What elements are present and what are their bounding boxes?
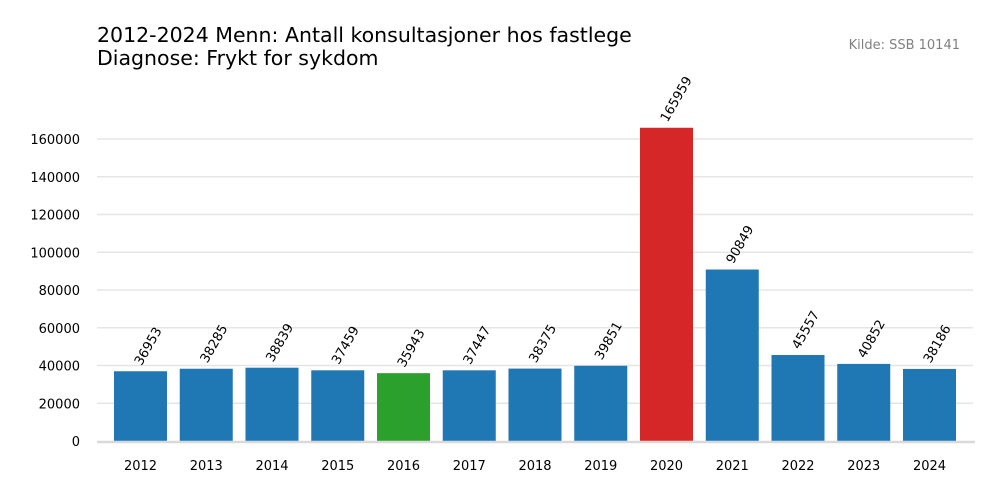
bar-2015 — [311, 370, 365, 441]
bar-2018 — [508, 368, 562, 441]
data-label-2020: 165959 — [658, 74, 696, 124]
chart-title-line-2: Diagnose: Frykt for sykdom — [97, 46, 379, 70]
x-tick-label-2016: 2016 — [387, 459, 420, 474]
y-tick-label: 20000 — [39, 397, 80, 412]
bar-2019 — [574, 365, 628, 441]
data-label-2021: 90849 — [724, 223, 758, 266]
y-tick-label: 140000 — [30, 171, 80, 186]
data-label-2012: 36953 — [132, 325, 166, 368]
data-label-2022: 45557 — [789, 309, 823, 352]
y-tick-label: 120000 — [30, 209, 80, 224]
data-label-2017: 37447 — [461, 324, 495, 367]
bar-2022 — [771, 355, 825, 441]
data-label-2024: 38186 — [921, 323, 955, 366]
x-tick-label-2021: 2021 — [716, 459, 749, 474]
x-tick-label-2014: 2014 — [255, 459, 288, 474]
x-tick-label-2017: 2017 — [453, 459, 486, 474]
source-label: Kilde: SSB 10141 — [848, 38, 960, 53]
data-label-2013: 38285 — [198, 322, 232, 365]
data-label-2019: 39851 — [592, 319, 626, 362]
bar-2024 — [903, 368, 956, 441]
y-tick-label: 60000 — [39, 322, 80, 337]
y-tick-label: 100000 — [30, 246, 80, 261]
data-label-2015: 37459 — [329, 324, 363, 367]
x-tick-label-2012: 2012 — [124, 459, 157, 474]
bar-2021 — [705, 269, 759, 441]
y-tick-label: 80000 — [39, 284, 80, 299]
bar-2020 — [640, 127, 693, 442]
x-tick-label-2015: 2015 — [321, 459, 354, 474]
bar-2023 — [837, 363, 891, 441]
y-tick-label: 40000 — [39, 360, 80, 375]
x-tick-label-2018: 2018 — [518, 459, 551, 474]
bar-2012 — [114, 371, 167, 441]
x-tick-label-2020: 2020 — [650, 459, 683, 474]
x-tick-label-2022: 2022 — [781, 459, 814, 474]
bar-2013 — [179, 368, 233, 441]
chart-title: 2012-2024 Menn: Antall konsultasjoner ho… — [97, 24, 632, 70]
data-label-2023: 40852 — [855, 318, 889, 361]
chart-title-line-1: 2012-2024 Menn: Antall konsultasjoner ho… — [97, 23, 632, 47]
x-tick-label-2013: 2013 — [190, 459, 223, 474]
bar-2016 — [377, 373, 430, 441]
x-tick-label-2024: 2024 — [913, 459, 946, 474]
data-label-2018: 38375 — [526, 322, 560, 365]
x-tick-label-2019: 2019 — [584, 459, 617, 474]
data-label-2016: 35943 — [395, 327, 429, 370]
bar-2014 — [245, 367, 299, 441]
y-tick-label: 160000 — [30, 133, 80, 148]
bar-2017 — [442, 370, 496, 441]
y-tick-label: 0 — [72, 435, 80, 450]
x-tick-label-2023: 2023 — [847, 459, 880, 474]
